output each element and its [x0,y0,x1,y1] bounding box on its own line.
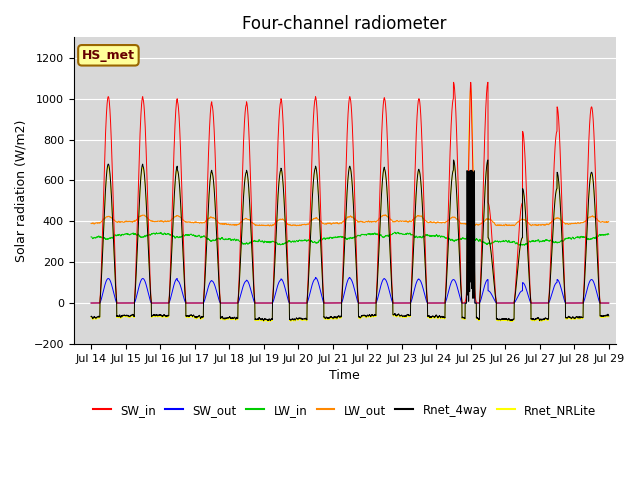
SW_out [517,288,525,294]
SW_out [605,300,612,306]
LW_in [369,231,376,237]
Line: Rnet_NRLite: Rnet_NRLite [91,88,609,322]
SW_out [195,300,202,306]
Line: SW_in: SW_in [91,82,609,303]
LW_in [605,231,612,237]
Rnet_NRLite [87,314,95,320]
Rnet_4way [369,313,377,319]
Rnet_NRLite [492,297,500,302]
SW_in [369,300,376,306]
Line: LW_in: LW_in [91,220,609,245]
SW_out [531,300,538,306]
SW_in [87,300,95,306]
LW_out [195,219,202,225]
Rnet_NRLite [605,314,612,320]
SW_in [484,79,492,85]
LW_out [517,216,525,222]
LW_in [516,242,524,248]
LW_out [369,218,377,224]
Rnet_4way [195,313,202,319]
Rnet_4way [531,317,538,323]
Rnet_4way [517,237,525,243]
Y-axis label: Solar radiation (W/m2): Solar radiation (W/m2) [15,120,28,262]
Rnet_NRLite [531,318,538,324]
LW_in [87,234,95,240]
SW_in [195,300,202,306]
LW_out [381,212,389,218]
SW_out [87,300,95,306]
LW_out [87,221,95,227]
LW_in [467,217,475,223]
SW_in [397,300,404,306]
Rnet_NRLite [397,314,404,320]
Rnet_NRLite [195,314,202,320]
Rnet_NRLite [369,314,377,320]
Line: Rnet_4way: Rnet_4way [91,160,609,321]
Rnet_4way [484,157,492,163]
SW_in [605,300,612,306]
Title: Four-channel radiometer: Four-channel radiometer [243,15,447,33]
Rnet_NRLite [517,238,525,244]
SW_in [492,294,500,300]
LW_out [397,218,404,224]
Line: LW_out: LW_out [91,215,609,226]
SW_out [397,300,404,306]
LW_out [492,222,500,228]
SW_out [467,198,474,204]
Text: HS_met: HS_met [82,49,135,62]
LW_in [195,233,202,239]
LW_in [492,239,500,244]
LW_in [397,231,404,237]
LW_out [266,223,273,229]
LW_out [531,222,538,228]
SW_in [517,204,525,210]
LW_in [517,241,525,247]
Rnet_4way [492,297,500,302]
Rnet_NRLite [467,85,474,91]
Rnet_4way [260,318,268,324]
LW_in [531,239,538,245]
SW_out [369,300,376,306]
Rnet_4way [397,312,404,318]
X-axis label: Time: Time [330,369,360,382]
Rnet_4way [605,313,612,319]
Legend: SW_in, SW_out, LW_in, LW_out, Rnet_4way, Rnet_NRLite: SW_in, SW_out, LW_in, LW_out, Rnet_4way,… [88,399,601,421]
LW_out [605,218,612,224]
SW_in [531,300,538,306]
Line: SW_out: SW_out [91,201,609,303]
Rnet_NRLite [260,319,268,324]
Rnet_4way [87,313,95,319]
SW_out [492,300,500,305]
